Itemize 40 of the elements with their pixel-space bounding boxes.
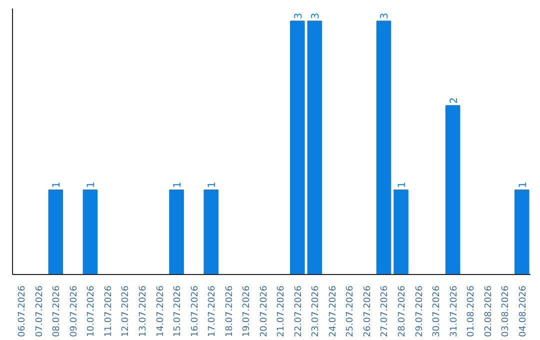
x-tick-label: 17.07.2026 <box>208 285 218 338</box>
data-label: 1 <box>397 182 408 188</box>
x-tick-label: 16.07.2026 <box>190 285 200 338</box>
x-tick-label: 09.07.2026 <box>69 285 80 338</box>
data-label: 1 <box>207 182 218 188</box>
x-tick-label: 24.07.2026 <box>328 285 338 338</box>
data-label: 2 <box>448 97 460 104</box>
x-tick-label: 13.07.2026 <box>138 285 148 338</box>
x-tick-label: 18.07.2026 <box>224 285 235 338</box>
x-tick-label: 20.07.2026 <box>259 285 270 338</box>
data-label: 3 <box>310 12 322 20</box>
x-tick-label: 12.07.2026 <box>121 285 132 338</box>
x-tick-label: 11.07.2026 <box>104 285 114 338</box>
x-tick-label: 26.07.2026 <box>362 285 373 338</box>
x-tick-label: 10.07.2026 <box>86 285 97 338</box>
x-tick-label: 30.07.2026 <box>432 285 442 338</box>
x-tick-label: 22.07.2026 <box>294 285 304 338</box>
data-label: 3 <box>293 12 304 20</box>
x-tick-label: 31.07.2026 <box>449 285 460 338</box>
x-tick-label: 01.08.2026 <box>466 285 477 338</box>
x-tick-label: 15.07.2026 <box>173 285 184 338</box>
x-tick-label: 14.07.2026 <box>156 285 166 338</box>
x-tick-label: 27.07.2026 <box>380 285 390 338</box>
x-tick-label: 19.07.2026 <box>242 285 252 338</box>
x-tick-label: 28.07.2026 <box>398 285 408 338</box>
x-tick-label: 23.07.2026 <box>311 285 322 338</box>
x-tick-label: 07.07.2026 <box>34 285 45 338</box>
x-tick-label: 08.07.2026 <box>52 285 62 338</box>
data-label: 1 <box>86 182 98 188</box>
data-label: 1 <box>172 182 184 188</box>
x-tick-label: 25.07.2026 <box>346 285 356 338</box>
x-tick-label: 03.08.2026 <box>501 285 512 338</box>
data-label: 1 <box>518 182 529 188</box>
x-tick-label: 29.07.2026 <box>414 285 425 338</box>
data-label: 1 <box>52 182 63 188</box>
x-tick-label: 02.08.2026 <box>484 285 494 338</box>
data-label: 3 <box>380 12 391 20</box>
x-tick-label: 06.07.2026 <box>18 285 28 338</box>
x-tick-label: 21.07.2026 <box>276 285 287 338</box>
x-tick-label: 04.08.2026 <box>518 285 528 338</box>
